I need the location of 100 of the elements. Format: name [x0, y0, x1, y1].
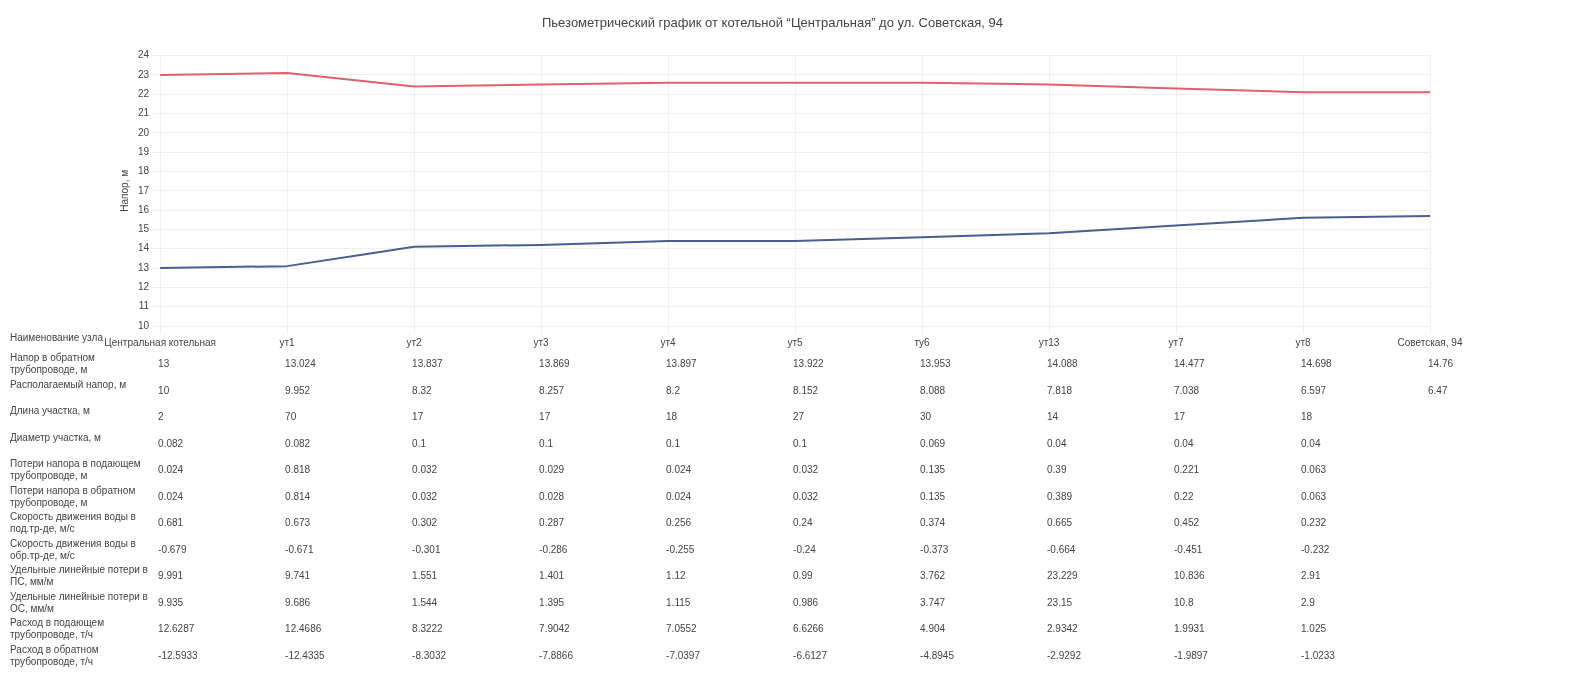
text: -12.4335: [285, 649, 325, 662]
y-tick-label: 22: [138, 87, 150, 99]
text: 0.024: [158, 464, 184, 476]
text: 13.024: [285, 358, 316, 370]
text: 6.597: [1301, 384, 1327, 397]
text: Диаметр участка, м: [10, 431, 102, 444]
text: 0.082: [158, 437, 184, 450]
text: 23.15: [1047, 596, 1073, 609]
text: 0.082: [285, 437, 311, 450]
text: 0.028: [539, 490, 565, 503]
text: 9.741: [285, 570, 311, 582]
text: 10.836: [1174, 570, 1205, 582]
text: Длина участка, м: [10, 405, 91, 417]
text: 1.544: [412, 596, 438, 609]
x-tick-label: ут8: [1295, 336, 1312, 348]
y-tick-label: 18: [138, 165, 150, 177]
text: 0.814: [285, 490, 311, 503]
x-tick-label: Центральная котельная: [104, 336, 216, 348]
x-tick-label: ут1: [279, 336, 296, 348]
text: -7.8866: [539, 649, 573, 662]
text: 0.99: [793, 570, 813, 582]
chart-title: Пьезометрический график от котельной “Центральная” до ул. Советская, 94: [542, 15, 1003, 31]
text: 0.256: [666, 517, 692, 529]
x-axis-title: Наименование узла: [10, 332, 103, 343]
text: 13.953: [920, 358, 951, 370]
text: 2.9: [1301, 596, 1315, 609]
y-tick-label: 14: [138, 242, 150, 254]
text: -0.679: [158, 543, 187, 556]
text: 0.221: [1174, 464, 1200, 476]
text: 2: [158, 411, 164, 423]
text: 27: [793, 411, 805, 423]
x-tick-label: ут2: [406, 336, 423, 348]
text: -12.5933: [158, 649, 198, 662]
text: 9.952: [285, 384, 311, 397]
text: Расход в обратном трубопроводе, т/ч: [10, 643, 100, 668]
y-tick-label: 11: [138, 300, 150, 312]
text: Располагаемый напор, м: [10, 378, 128, 391]
text: 3.747: [920, 596, 946, 609]
text: 0.04: [1301, 437, 1321, 450]
text: 10.8: [1174, 596, 1194, 609]
text: 0.24: [793, 517, 813, 529]
text: 0.04: [1174, 437, 1194, 450]
y-tick-label: 19: [138, 145, 150, 157]
text: 0.135: [920, 464, 946, 476]
text: 0.032: [412, 464, 438, 476]
text: 9.935: [158, 596, 184, 609]
text: 6.47: [1428, 384, 1448, 397]
text: 7.0552: [666, 623, 697, 635]
text: -8.3032: [412, 649, 447, 662]
text: 0.986: [793, 596, 819, 609]
text: Скорость движения воды в обр.тр-де, м/с: [10, 537, 137, 562]
text: -0.255: [666, 543, 695, 556]
text: -7.0397: [666, 649, 700, 662]
y-tick-label: 10: [138, 319, 150, 331]
text: 0.1: [793, 437, 807, 450]
text: -0.24: [793, 543, 816, 556]
text: 0.069: [920, 437, 946, 450]
text: -1.9897: [1174, 649, 1208, 662]
text: 0.232: [1301, 517, 1327, 529]
text: -0.301: [412, 543, 441, 556]
text: 14.088: [1047, 358, 1078, 370]
y-tick-label: 13: [138, 261, 150, 273]
x-tick-label: ут5: [787, 336, 804, 348]
text: 1.025: [1301, 623, 1327, 635]
x-tick-label: ут13: [1038, 336, 1060, 348]
text: 8.152: [793, 384, 819, 397]
text: 0.673: [285, 517, 311, 529]
y-tick-label: 17: [138, 184, 150, 196]
text: 2.91: [1301, 570, 1321, 582]
x-tick-label: ут4: [660, 336, 677, 348]
text: 1.12: [666, 570, 686, 582]
text: -2.9292: [1047, 649, 1081, 662]
text: 0.04: [1047, 437, 1067, 450]
text: Скорость движения воды в под.тр-де, м/с: [10, 511, 137, 535]
text: 0.818: [285, 464, 311, 476]
text: -0.232: [1301, 543, 1330, 556]
text: -0.671: [285, 543, 314, 556]
text: 17: [412, 411, 424, 423]
text: 17: [1174, 411, 1186, 423]
x-tick-label: ут7: [1168, 336, 1185, 348]
text: 1.115: [666, 596, 691, 609]
y-tick-label: 21: [138, 107, 150, 119]
text: 0.1: [666, 437, 680, 450]
text: 0.22: [1174, 490, 1194, 503]
text: 13.897: [666, 358, 697, 370]
text: 18: [1301, 411, 1313, 423]
text: 30: [920, 411, 932, 423]
text: 12.4686: [285, 623, 322, 635]
text: 17: [539, 411, 551, 423]
text: 0.1: [412, 437, 426, 450]
text: 14.76: [1428, 358, 1454, 370]
text: 0.1: [539, 437, 553, 450]
text: 13.869: [539, 358, 570, 370]
text: -1.0233: [1301, 649, 1335, 662]
text: 7.038: [1174, 384, 1200, 397]
text: -0.664: [1047, 543, 1076, 556]
text: 0.287: [539, 517, 565, 529]
text: 13.837: [412, 358, 443, 370]
text: 4.904: [920, 623, 946, 635]
text: 14: [1047, 411, 1059, 423]
